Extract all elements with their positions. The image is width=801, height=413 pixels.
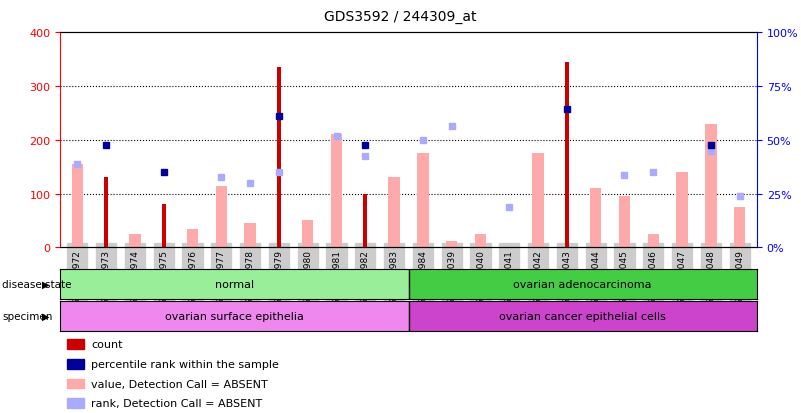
Text: rank, Detection Call = ABSENT: rank, Detection Call = ABSENT [91, 398, 263, 408]
Text: value, Detection Call = ABSENT: value, Detection Call = ABSENT [91, 379, 268, 389]
Bar [705, 124, 717, 248]
Bar [734, 207, 746, 248]
Bar [363, 194, 368, 248]
Text: percentile rank within the sample: percentile rank within the sample [91, 359, 280, 369]
Bar [417, 154, 429, 248]
Bar [565, 62, 569, 248]
Bar [244, 224, 256, 248]
Text: count: count [91, 339, 123, 349]
Bar [590, 189, 602, 248]
Text: ▶: ▶ [42, 280, 49, 290]
Bar [676, 173, 688, 248]
Bar [60, 270, 409, 299]
Bar [67, 339, 84, 349]
Bar [647, 234, 659, 248]
Bar [67, 359, 84, 369]
Bar [533, 154, 544, 248]
Bar [60, 301, 409, 331]
Bar [187, 229, 199, 248]
Text: normal: normal [215, 280, 254, 290]
Text: specimen: specimen [2, 311, 53, 321]
Text: GDS3592 / 244309_at: GDS3592 / 244309_at [324, 10, 477, 24]
Bar [277, 68, 281, 248]
Bar [215, 186, 227, 248]
Bar [388, 178, 400, 248]
Bar [475, 234, 486, 248]
Bar [129, 234, 141, 248]
Bar [618, 197, 630, 248]
Bar [409, 270, 757, 299]
Text: ovarian cancer epithelial cells: ovarian cancer epithelial cells [499, 311, 666, 321]
Text: ovarian adenocarcinoma: ovarian adenocarcinoma [513, 280, 652, 290]
Text: ovarian surface epithelia: ovarian surface epithelia [165, 311, 304, 321]
Bar [104, 178, 108, 248]
Bar [409, 301, 757, 331]
Bar [67, 379, 84, 388]
Bar [302, 221, 313, 248]
Bar [67, 399, 84, 408]
Text: disease state: disease state [2, 280, 72, 290]
Bar [162, 205, 166, 248]
Bar [71, 165, 83, 248]
Bar [331, 135, 342, 248]
Text: ▶: ▶ [42, 311, 49, 321]
Bar [446, 241, 457, 248]
